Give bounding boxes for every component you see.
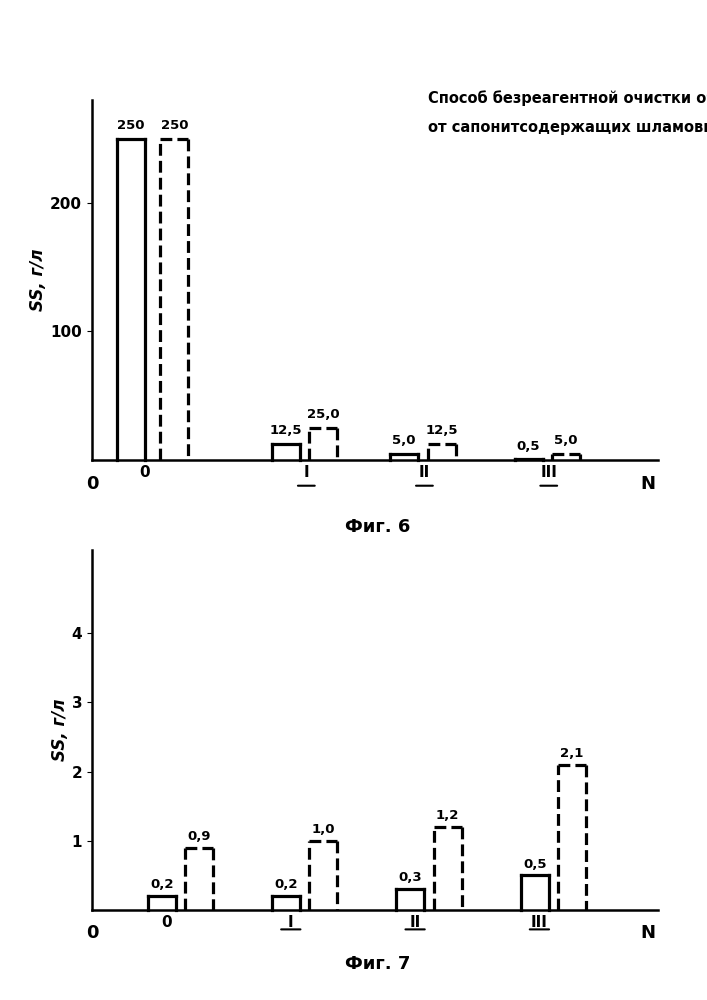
Text: 12,5: 12,5 xyxy=(270,424,303,438)
Y-axis label: SS, г/л: SS, г/л xyxy=(51,699,69,761)
Text: 0,3: 0,3 xyxy=(399,871,422,884)
Text: 0,9: 0,9 xyxy=(187,830,211,843)
Text: 0,5: 0,5 xyxy=(517,440,540,453)
Y-axis label: SS, г/л: SS, г/л xyxy=(30,249,47,311)
Text: 250: 250 xyxy=(117,119,144,132)
Text: 250: 250 xyxy=(160,119,188,132)
Text: от сапонитсодержащих шламовых частиц: от сапонитсодержащих шламовых частиц xyxy=(428,120,707,135)
Text: 0: 0 xyxy=(86,924,98,942)
Text: 25,0: 25,0 xyxy=(307,408,340,421)
Text: Фиг. 6: Фиг. 6 xyxy=(345,518,411,536)
Text: 5,0: 5,0 xyxy=(392,434,416,447)
Text: Способ безреагентной очистки оборотной воды: Способ безреагентной очистки оборотной в… xyxy=(428,91,707,106)
Text: 1,2: 1,2 xyxy=(436,809,460,822)
Text: 0: 0 xyxy=(86,475,98,493)
Text: 0,2: 0,2 xyxy=(274,878,298,891)
Text: N: N xyxy=(641,475,655,493)
Text: N: N xyxy=(641,924,655,942)
Text: 2,1: 2,1 xyxy=(561,747,584,760)
Text: 5,0: 5,0 xyxy=(554,434,578,447)
Text: Фиг. 7: Фиг. 7 xyxy=(345,955,411,973)
Text: 0,5: 0,5 xyxy=(523,858,547,871)
Text: 12,5: 12,5 xyxy=(426,424,457,438)
Text: 0,2: 0,2 xyxy=(150,878,174,891)
Text: 1,0: 1,0 xyxy=(312,823,335,836)
